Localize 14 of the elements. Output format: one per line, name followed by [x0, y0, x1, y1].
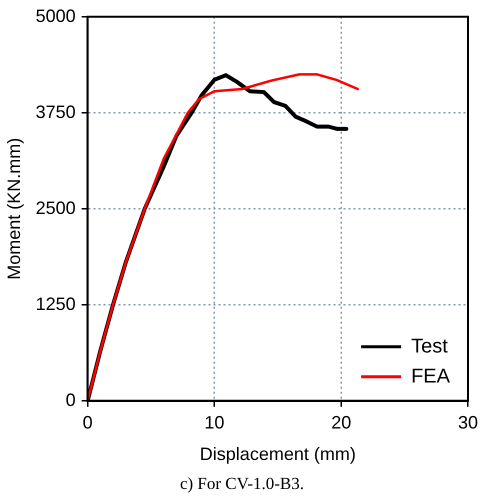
x-tick-label: 10 — [204, 412, 224, 433]
y-axis-title: Moment (KN.mm) — [4, 138, 24, 280]
y-tick-label: 3750 — [36, 102, 76, 122]
legend-label: Test — [411, 335, 448, 358]
y-tick-label: 5000 — [36, 6, 76, 26]
x-tick-label: 30 — [458, 412, 478, 433]
text: c) For CV-1.0-B3. — [178, 474, 306, 494]
x-tick-label: 20 — [331, 412, 352, 433]
legend-label: FEA — [411, 365, 451, 388]
x-tick-label: 0 — [82, 412, 93, 433]
y-tick-label: 0 — [66, 390, 76, 410]
y-tick-label: 2500 — [36, 198, 76, 218]
x-axis-title: Displacement (mm) — [200, 444, 356, 464]
y-tick-label: 1250 — [36, 294, 76, 314]
